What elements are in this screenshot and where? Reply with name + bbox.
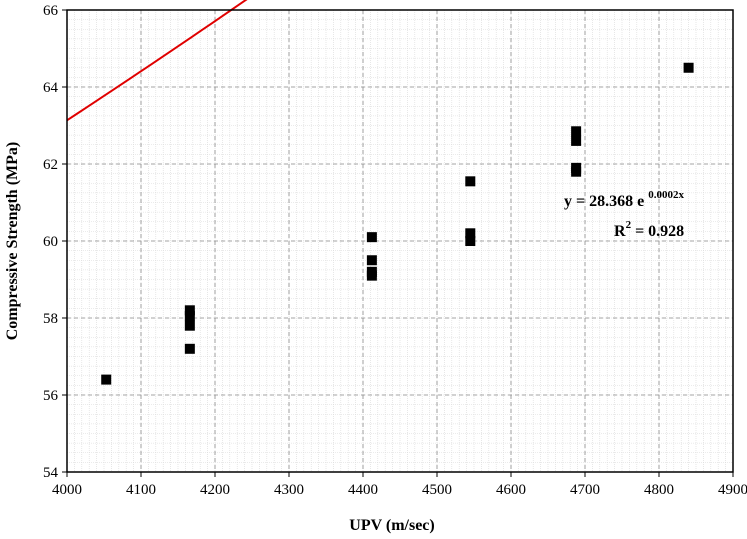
equation-exponent: 0.0002x bbox=[648, 189, 684, 201]
y-axis-title: Compressive Strength (MPa) bbox=[4, 142, 21, 341]
y-tick-label: 56 bbox=[43, 388, 59, 404]
trendline-group bbox=[66, 0, 248, 122]
r-squared-annotation: R2 = 0.928 bbox=[614, 219, 684, 240]
data-point bbox=[465, 228, 476, 239]
x-tick-label: 4700 bbox=[570, 482, 600, 498]
y-tick-label: 66 bbox=[43, 3, 59, 19]
x-tick-label: 4400 bbox=[348, 482, 378, 498]
x-axis-title: UPV (m/sec) bbox=[349, 517, 434, 534]
data-point bbox=[101, 374, 112, 385]
x-tick-label: 4900 bbox=[718, 482, 747, 498]
y-tick-label: 62 bbox=[43, 157, 58, 173]
x-ticks: 4000 4100 4200 4300 4400 4500 4600 4700 4800 4900 bbox=[52, 472, 747, 498]
data-point bbox=[465, 236, 476, 246]
x-tick-label: 4000 bbox=[52, 482, 82, 498]
x-tick-label: 4300 bbox=[274, 482, 304, 498]
x-tick-label: 4800 bbox=[644, 482, 674, 498]
x-tick-label: 4600 bbox=[496, 482, 526, 498]
y-tick-label: 54 bbox=[43, 465, 59, 481]
data-point bbox=[571, 135, 582, 146]
data-point bbox=[184, 320, 195, 331]
y-tick-label: 64 bbox=[43, 80, 59, 96]
x-tick-label: 4500 bbox=[422, 482, 452, 498]
data-point bbox=[366, 255, 377, 266]
data-point bbox=[465, 176, 476, 187]
y-tick-label: 58 bbox=[43, 311, 58, 327]
trendline bbox=[66, 0, 248, 122]
data-point bbox=[184, 343, 195, 354]
data-point bbox=[571, 126, 582, 137]
data-point bbox=[184, 311, 195, 322]
data-points bbox=[101, 62, 694, 385]
x-tick-label: 4100 bbox=[126, 482, 156, 498]
y-tick-label: 60 bbox=[43, 234, 58, 250]
y-ticks: 54 56 58 60 62 64 66 bbox=[43, 3, 67, 481]
data-point bbox=[184, 305, 195, 316]
data-point bbox=[571, 162, 582, 173]
x-tick-label: 4200 bbox=[200, 482, 230, 498]
r2-value: = 0.928 bbox=[631, 223, 684, 240]
data-point bbox=[366, 232, 377, 243]
equation-annotation: y = 28.368 e 0.0002x bbox=[564, 189, 684, 210]
r2-superscript: 2 bbox=[626, 219, 632, 231]
r2-prefix: R bbox=[614, 223, 626, 240]
data-point bbox=[683, 62, 694, 73]
data-point bbox=[366, 266, 377, 277]
equation-main: y = 28.368 e bbox=[564, 193, 644, 210]
